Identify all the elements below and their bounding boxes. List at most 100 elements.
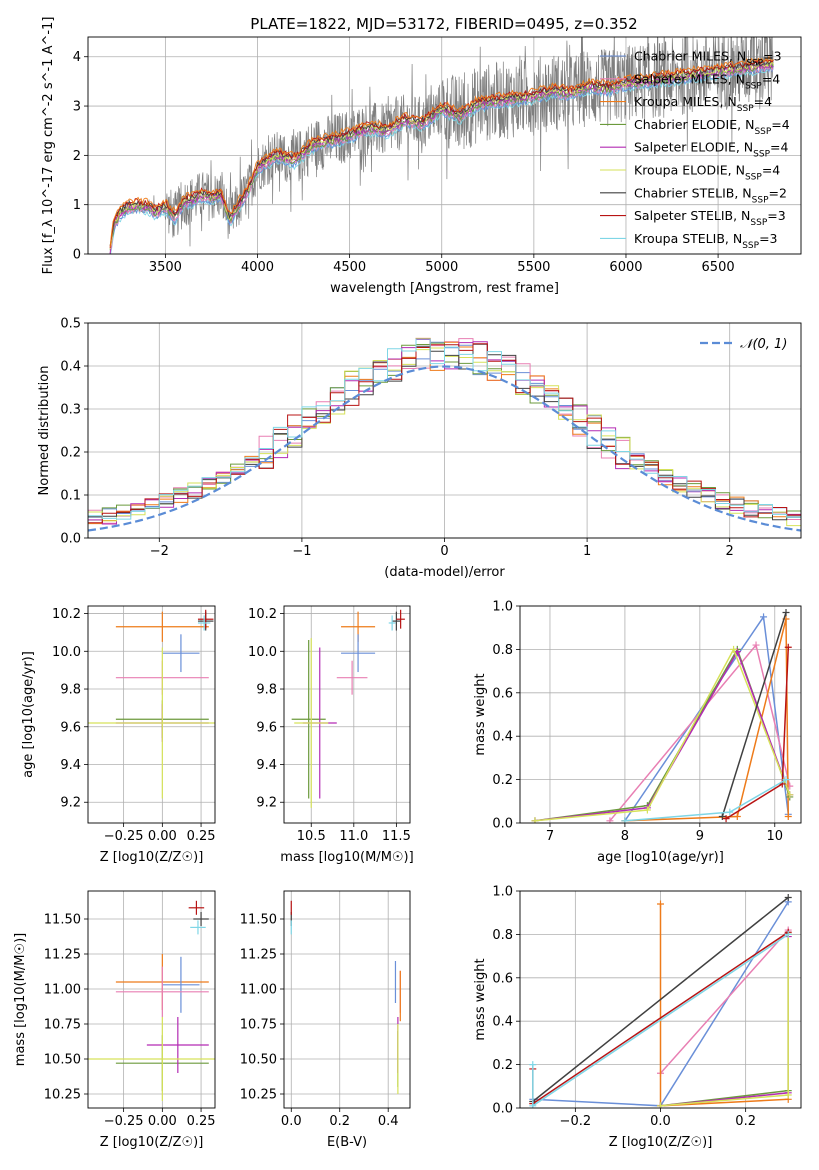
x-tick-label: −0.2 — [560, 1114, 592, 1129]
x-tick-label: 8 — [621, 829, 629, 844]
series-line — [659, 929, 789, 1074]
y-tick-label: 11.25 — [240, 948, 277, 963]
legend-label: Kroupa ELODIE, NSSP=4 — [634, 163, 780, 183]
axes-frame — [87, 605, 216, 824]
x-tick-label: 0.2 — [735, 1114, 756, 1129]
x-tick-label: 10.5 — [297, 829, 326, 844]
series-kroupa-stelib — [529, 930, 792, 1108]
point-marker — [760, 613, 768, 621]
y-tick-label: 11.00 — [44, 983, 81, 998]
series-line — [721, 612, 787, 817]
y-tick-label: 0.8 — [492, 643, 513, 658]
x-tick-label: 0.0 — [650, 1114, 671, 1129]
series-chabrier-miles — [621, 613, 792, 823]
axes-frame — [87, 36, 802, 255]
y-tick-label: 0.4 — [492, 1015, 513, 1030]
y-tick-label: 11.50 — [240, 913, 277, 928]
point-marker — [529, 1102, 537, 1108]
x-axis-label: (data-model)/error — [384, 565, 505, 580]
x-axis-label: wavelength [Angstrom, rest frame] — [330, 281, 559, 296]
point-marker — [782, 776, 790, 784]
plot-area — [291, 609, 405, 808]
point-marker — [786, 791, 794, 799]
y-axis-label: Flux [f_λ 10^-17 erg cm^-2 s^-1 A^-1] — [41, 17, 56, 275]
y-tick-label: 9.6 — [60, 720, 81, 735]
point-marker — [606, 817, 614, 823]
chart-residuals: −2 −1 0 1 2 0.0 0.1 0.2 0.3 0.4 0.5 (data-model)/er… — [37, 317, 802, 580]
y-tick-label: 4 — [73, 50, 81, 65]
y-tick-label: 10.25 — [240, 1088, 277, 1103]
x-tick-label: 11.0 — [339, 829, 368, 844]
errorbar-salpeter-miles — [115, 966, 209, 1017]
point-marker — [657, 1102, 664, 1108]
errorbar-salpeter-miles — [336, 660, 368, 695]
chart-weight_vs_age: 7 8 9 10 0.0 0.2 0.4 0.6 0.8 1.0 age [log10(age/yr… — [473, 600, 802, 865]
y-tick-label: 11.50 — [44, 913, 81, 928]
errorbar-salpeter-stelib — [396, 609, 405, 629]
x-tick-label: 6000 — [609, 260, 642, 275]
y-tick-label: 0.1 — [60, 489, 81, 504]
errorbar-kroupa-stelib — [197, 615, 211, 631]
y-tick-label: 9.2 — [256, 796, 277, 811]
series-line — [532, 896, 789, 1103]
y-tick-label: 10.2 — [248, 607, 277, 622]
axes-frame — [283, 605, 411, 824]
series-kroupa-elodie — [531, 645, 794, 823]
series-kroupa-stelib — [621, 776, 790, 823]
y-tick-label: 0 — [73, 248, 81, 263]
y-tick-label: 10.25 — [44, 1088, 81, 1103]
y-tick-label: 10.75 — [44, 1018, 81, 1033]
errorbar-kroupa-miles — [115, 611, 209, 642]
y-tick-label: 10.0 — [52, 645, 81, 660]
x-axis-label: Z [log10(Z/Z☉)] — [100, 1135, 204, 1150]
point-marker — [784, 812, 792, 820]
x-tick-label: 3500 — [149, 260, 182, 275]
x-tick-label: 0 — [440, 544, 448, 559]
y-tick-label: 9.6 — [256, 720, 277, 735]
y-tick-label: 10.2 — [52, 607, 81, 622]
y-tick-label: 9.8 — [60, 683, 81, 698]
point-marker — [643, 806, 651, 814]
x-tick-label: 6500 — [702, 260, 735, 275]
x-tick-label: −0.25 — [104, 829, 144, 844]
series-line — [534, 647, 791, 822]
series-line — [534, 649, 791, 822]
point-marker — [782, 609, 790, 617]
y-tick-label: 3 — [73, 100, 81, 115]
errorbar-chabrier-stelib — [193, 912, 209, 926]
y-tick-label: 9.4 — [60, 758, 81, 773]
plot-area — [529, 894, 792, 1108]
plot-area — [88, 337, 801, 538]
x-tick-label: 1 — [583, 544, 591, 559]
x-tick-label: 4500 — [333, 260, 366, 275]
y-tick-label: 1 — [73, 198, 81, 213]
plot-area — [88, 900, 215, 1101]
x-tick-label: 5500 — [517, 260, 550, 275]
x-axis-label: E(B-V) — [327, 1135, 367, 1150]
y-tick-label: 1.0 — [492, 885, 513, 900]
y-tick-label: 0.8 — [492, 928, 513, 943]
x-tick-label: −1 — [292, 544, 311, 559]
y-axis-label: mass [log10(M/M☉)] — [13, 933, 28, 1066]
series-line — [660, 934, 789, 1107]
point-marker — [730, 645, 738, 653]
x-tick-label: 11.5 — [382, 829, 411, 844]
errorbar-kroupa-elodie — [294, 638, 329, 808]
model-line-salpeter-elodie — [109, 62, 774, 254]
model-line-kroupa-miles — [109, 55, 774, 247]
plot-area — [531, 609, 794, 823]
y-axis-label: age [log10(age/yr)] — [21, 651, 36, 778]
x-tick-label: 7 — [546, 829, 554, 844]
x-tick-label: 0.00 — [148, 1114, 177, 1129]
series-line — [624, 614, 790, 822]
chart-spectrum: 3500 4000 4500 5000 5500 6000 6500 0 1 2 3 4 wavelen… — [41, 17, 802, 296]
chart-age_vs_mass: 10.5 11.0 11.5 9.2 9.4 9.6 9.8 10.0 10.2 mass [lo… — [248, 605, 414, 865]
x-tick-label: 0.2 — [329, 1114, 350, 1129]
x-tick-label: 10 — [766, 829, 783, 844]
x-axis-label: Z [log10(Z/Z☉)] — [609, 1135, 713, 1150]
y-tick-label: 0.3 — [60, 403, 81, 418]
y-tick-label: 0.4 — [60, 360, 81, 375]
x-tick-label: 9 — [696, 829, 704, 844]
y-tick-label: 10.0 — [248, 645, 277, 660]
y-tick-label: 9.4 — [256, 758, 277, 773]
